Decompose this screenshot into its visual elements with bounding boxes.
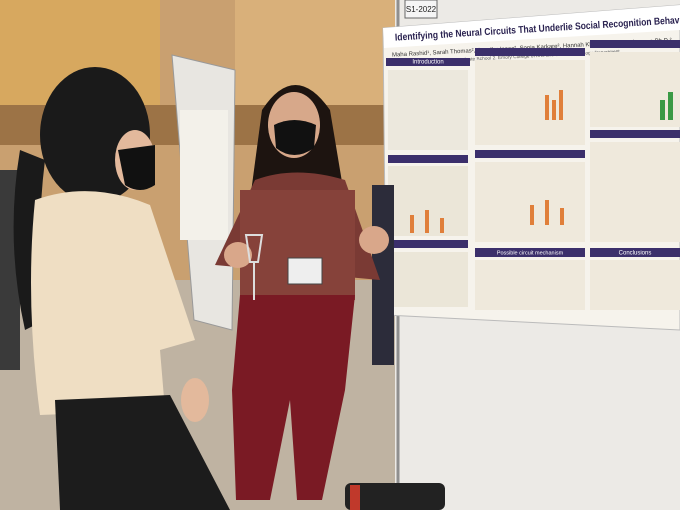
text-block	[388, 70, 468, 150]
figure-block	[475, 260, 585, 310]
camera-lens	[345, 483, 445, 510]
section-header-bar	[590, 130, 680, 138]
figure-block	[475, 162, 585, 242]
visitor	[13, 67, 230, 510]
section-header-bar	[475, 248, 585, 257]
section-header-bar	[475, 150, 585, 158]
section-header: Possible circuit mechanism	[497, 250, 564, 256]
presenter	[215, 85, 389, 500]
section-header-bar	[590, 40, 680, 48]
lens-ring	[350, 485, 360, 510]
figure-block	[475, 60, 585, 145]
figure-block	[388, 252, 468, 307]
section-header: Conclusions	[619, 251, 652, 257]
sign-label: S1-2022	[406, 5, 437, 14]
text-block	[590, 260, 680, 310]
background-poster	[180, 110, 228, 240]
poster-title-band	[383, 5, 680, 48]
section-header-bar	[386, 58, 470, 66]
section-header: Introduction	[412, 60, 443, 66]
figure-block	[590, 52, 680, 127]
section-header-bar	[388, 240, 468, 248]
sign-plate	[404, 0, 438, 19]
section-header-bar	[388, 155, 468, 163]
section-header-bar	[590, 248, 680, 257]
figure-block	[590, 142, 680, 242]
section-header-bar	[475, 48, 585, 56]
poster-graphics	[410, 90, 673, 233]
